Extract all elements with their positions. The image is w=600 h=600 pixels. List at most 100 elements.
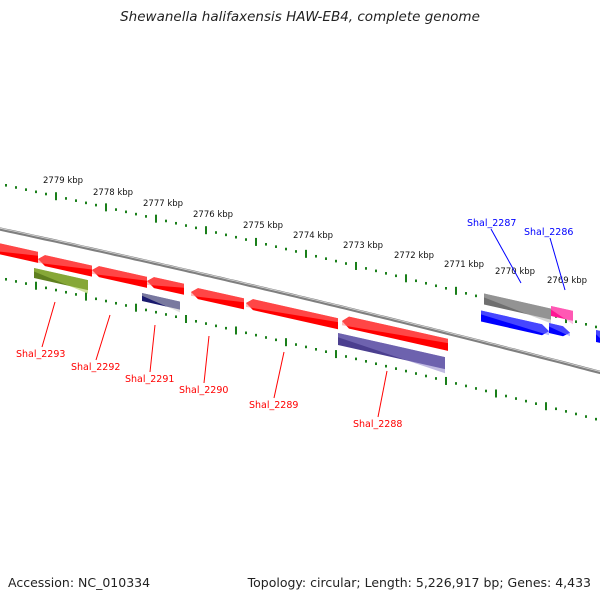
outer-tick-scale xyxy=(5,183,597,329)
minor-tick xyxy=(575,412,577,416)
minor-tick xyxy=(125,304,127,307)
minor-tick xyxy=(515,397,517,400)
minor-tick xyxy=(245,238,247,241)
major-tick xyxy=(185,315,187,324)
feature-box-2286 xyxy=(551,306,573,325)
minor-tick xyxy=(395,274,397,278)
gene-label: Shal_2292 xyxy=(71,362,120,373)
kbp-label: 2769 kbp xyxy=(547,276,587,286)
minor-tick xyxy=(225,233,227,237)
minor-tick xyxy=(75,293,77,296)
minor-tick xyxy=(295,250,297,253)
feature-box-2287 xyxy=(484,293,551,324)
arrow-highlight xyxy=(342,316,448,344)
major-tick xyxy=(205,226,207,235)
backbone-track xyxy=(0,227,600,375)
minor-tick xyxy=(475,294,477,298)
minor-tick xyxy=(375,269,377,273)
minor-tick xyxy=(45,192,47,196)
minor-tick xyxy=(195,319,197,323)
minor-tick xyxy=(415,372,417,375)
minor-tick xyxy=(375,362,377,366)
minor-tick xyxy=(155,310,157,314)
minor-tick xyxy=(555,407,557,411)
kbp-label: 2776 kbp xyxy=(193,210,233,220)
major-tick xyxy=(495,389,497,398)
minor-tick xyxy=(5,183,7,187)
minor-tick xyxy=(145,215,147,218)
map-title: Shewanella halifaxensis HAW-EB4, complet… xyxy=(120,9,480,25)
minor-tick xyxy=(455,382,457,385)
minor-tick xyxy=(195,226,197,230)
gene-label: Shal_2290 xyxy=(179,385,228,396)
accession-text: Accession: NC_010334 xyxy=(8,575,151,590)
major-tick xyxy=(285,338,287,347)
minor-tick xyxy=(255,333,257,337)
minor-tick xyxy=(35,190,37,194)
minor-tick xyxy=(275,338,277,342)
minor-tick xyxy=(595,325,597,329)
gene-arrow-shal-2290 xyxy=(147,277,184,295)
gene-leader-line xyxy=(377,370,388,418)
minor-tick xyxy=(525,399,527,403)
gene-arrow-shal-2293 xyxy=(0,243,38,263)
minor-tick xyxy=(565,410,567,413)
gene-label: Shal_2291 xyxy=(125,374,174,385)
arrow-highlight xyxy=(0,243,38,256)
arrow-highlight xyxy=(34,268,88,294)
minor-tick xyxy=(415,279,417,283)
gene-arrow-shal-2288 xyxy=(342,316,448,351)
arrow-highlight xyxy=(246,299,338,323)
minor-tick xyxy=(105,299,107,303)
kbp-label: 2774 kbp xyxy=(293,231,333,241)
minor-tick xyxy=(385,272,387,275)
minor-tick xyxy=(585,415,587,418)
minor-tick xyxy=(55,288,57,292)
minor-tick xyxy=(95,297,97,301)
major-tick xyxy=(55,192,57,201)
major-tick xyxy=(405,274,407,283)
arrow-highlight xyxy=(596,330,600,339)
minor-tick xyxy=(325,350,327,353)
minor-tick xyxy=(275,245,277,248)
minor-tick xyxy=(425,281,427,285)
minor-tick xyxy=(235,235,237,239)
kbp-label: 2771 kbp xyxy=(444,260,484,270)
gene-leader-line xyxy=(149,324,156,373)
minor-tick xyxy=(165,219,167,223)
minor-tick xyxy=(405,369,407,373)
gene-arrow-shal-2286 xyxy=(549,323,570,337)
minor-tick xyxy=(145,308,147,312)
major-tick xyxy=(545,402,547,411)
arrow-highlight xyxy=(142,293,180,313)
minor-tick xyxy=(115,208,117,211)
minor-tick xyxy=(315,348,317,351)
minor-tick xyxy=(505,394,507,398)
minor-tick xyxy=(175,221,177,225)
arrow-highlight xyxy=(484,293,551,324)
minor-tick xyxy=(345,355,347,358)
minor-tick xyxy=(435,284,437,288)
minor-tick xyxy=(125,210,127,214)
minor-tick xyxy=(95,203,97,207)
kbp-label: 2779 kbp xyxy=(43,176,83,186)
minor-tick xyxy=(465,292,467,295)
kbp-label: 2772 kbp xyxy=(394,251,434,261)
gene-label: Shal_2287 xyxy=(467,218,516,229)
minor-tick xyxy=(575,320,577,323)
major-tick xyxy=(155,214,157,223)
minor-tick xyxy=(65,290,67,294)
arrow-highlight xyxy=(92,266,147,281)
minor-tick xyxy=(425,374,427,378)
gene-leader-line xyxy=(549,237,566,291)
minor-tick xyxy=(335,259,337,263)
backbone-highlight xyxy=(0,227,600,373)
gene-arrow-next xyxy=(596,330,600,343)
gene-label: Shal_2286 xyxy=(524,227,573,238)
arrow-highlight xyxy=(481,310,549,336)
arrow-highlight xyxy=(191,288,244,303)
gene-leader-line xyxy=(41,301,56,348)
gene-leader-line xyxy=(95,314,111,361)
